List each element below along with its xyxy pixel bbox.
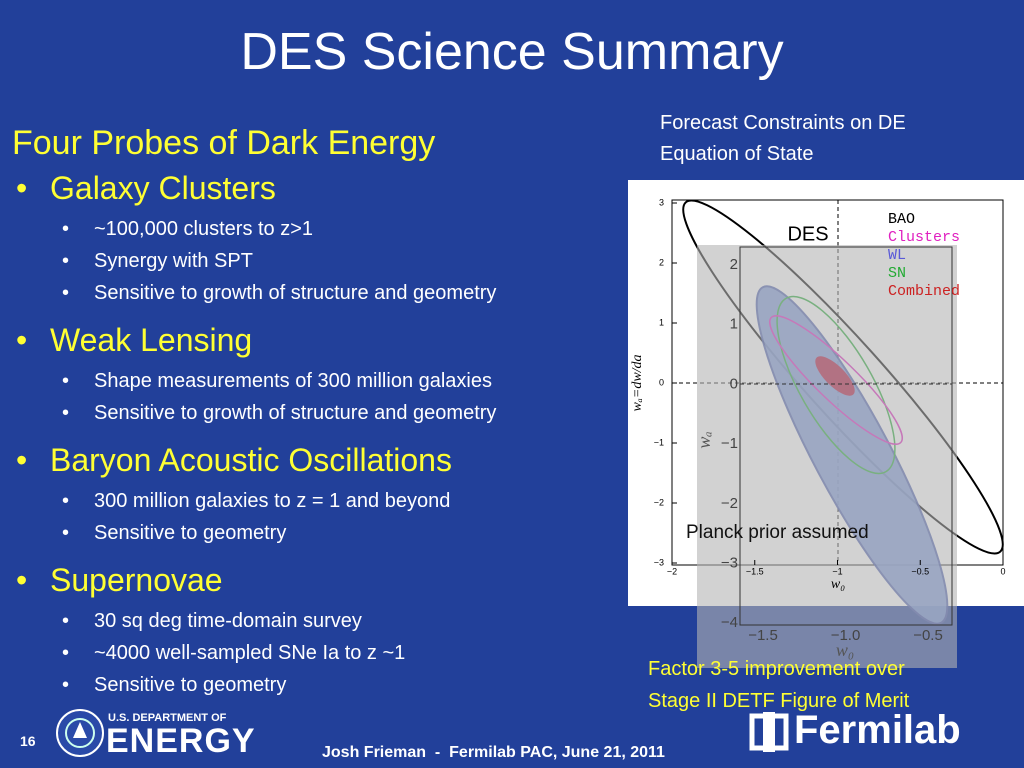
legend-entry: SN [888,265,906,282]
inner-y-tick-label: −3 [721,554,738,571]
fermilab-name: Fermilab [794,708,961,752]
slide-number: 16 [20,733,36,749]
figure-caption: Forecast Constraints on DE [660,112,906,134]
y-tick-label: −1 [654,437,664,447]
inner-y-tick-label: 2 [730,256,738,273]
doe-line: U.S. DEPARTMENT OF [108,712,227,724]
y-tick-label: −3 [654,557,664,567]
y-tick-label: 2 [659,257,664,267]
des-overlay [697,245,957,668]
y-tick-label: −2 [654,497,664,507]
probe-point: ~100,000 clusters to z>1 [94,218,314,240]
slide-title: DES Science Summary [240,23,784,81]
bullet: • [16,442,28,478]
result-note: Stage II DETF Figure of Merit [648,690,910,712]
probe-name: Supernovae [50,562,223,598]
inner-y-tick-label: −1 [721,435,738,452]
figure-caption: Equation of State [660,143,814,165]
x-tick-label: −1.5 [746,566,764,576]
probe-name: Galaxy Clusters [50,170,276,206]
sub-bullet: • [62,674,70,696]
sub-bullet: • [62,370,70,392]
inner-x-tick-label: −1.5 [748,627,778,644]
fermilab-mark [749,712,789,752]
probe-point: Synergy with SPT [94,250,253,272]
probe-point: 300 million galaxies to z = 1 and beyond [94,490,451,512]
inner-axes [739,246,953,626]
bullet: • [16,170,28,206]
sub-bullet: • [62,610,70,632]
inner-y-axis-label: wₐ [694,431,714,448]
inner-x-axis-label: w₀ [836,640,854,660]
probe-name: Weak Lensing [50,322,253,358]
x-tick-label: 0 [1000,566,1005,576]
doe-name: ENERGY [106,722,256,760]
y-tick-label: 0 [659,377,664,387]
inner-x-tick-label: −1.0 [831,627,861,644]
probe-point: Sensitive to geometry [94,522,287,544]
y-axis-label: wₐ=dw/da [630,354,645,411]
probe-point: Sensitive to growth of structure and geo… [94,402,497,424]
inner-y-tick-label: −2 [721,495,738,512]
sub-bullet: • [62,282,70,304]
y-tick-label: 3 [659,197,664,207]
sub-bullet: • [62,250,70,272]
legend-entry: WL [888,247,906,264]
legend-entry: BAO [888,211,915,228]
probe-point: Shape measurements of 300 million galaxi… [94,370,492,392]
inner-y-tick-label: 0 [730,375,738,392]
legend-entry: Clusters [888,229,960,246]
probe-point: Sensitive to growth of structure and geo… [94,282,497,304]
sub-bullet: • [62,522,70,544]
legend-entry: Combined [888,283,960,300]
y-tick-label: 1 [659,317,664,327]
x-tick-label: −1 [832,566,842,576]
sub-bullet: • [62,642,70,664]
probe-name: Baryon Acoustic Oscillations [50,442,452,478]
inner-y-tick-label: −4 [721,614,738,631]
bullet: • [16,322,28,358]
x-tick-label: −0.5 [911,566,929,576]
inner-plot-label: DES [787,223,828,245]
sub-bullet: • [62,490,70,512]
bullet: • [16,562,28,598]
probe-point: Sensitive to geometry [94,674,287,696]
result-note: Factor 3-5 improvement over [648,658,905,680]
inner-x-tick-label: −0.5 [913,627,943,644]
probe-point: ~4000 well-sampled SNe Ia to z ~1 [94,642,406,664]
footer-credit: Josh Frieman - Fermilab PAC, June 21, 20… [322,744,665,761]
doe-seal [56,709,104,757]
probe-point: 30 sq deg time-domain survey [94,610,362,632]
x-tick-label: −2 [667,566,677,576]
prior-note: Planck prior assumed [686,522,869,543]
inner-y-tick-label: 1 [730,316,738,333]
x-axis-label: w₀ [831,577,845,592]
section-heading: Four Probes of Dark Energy [12,124,436,162]
sub-bullet: • [62,402,70,424]
sub-bullet: • [62,218,70,240]
